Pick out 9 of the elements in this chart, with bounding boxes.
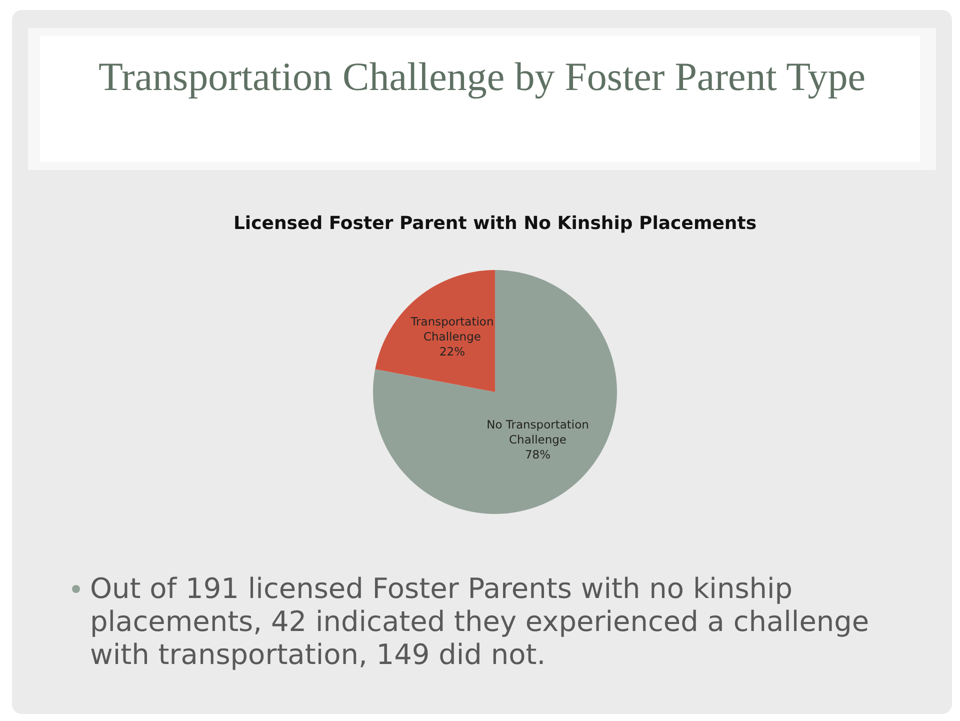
slice-label: Transportation Challenge bbox=[410, 314, 494, 344]
chart-subtitle: Licensed Foster Parent with No Kinship Placements bbox=[233, 213, 757, 234]
pie-slice bbox=[375, 270, 495, 392]
slice-label: No Transportation Challenge bbox=[486, 418, 589, 447]
text: Out of 191 licensed Foster Parents with no kinship placements, 42 indicated they experienced a challenge with transportation, 149 did not. bbox=[90, 572, 870, 671]
pie-slice bbox=[373, 270, 617, 514]
chart-title: Transportation Challenge by Foster Parent Type bbox=[98, 54, 866, 99]
data-label: 78% bbox=[524, 448, 551, 462]
data-label: 22% bbox=[439, 344, 466, 358]
